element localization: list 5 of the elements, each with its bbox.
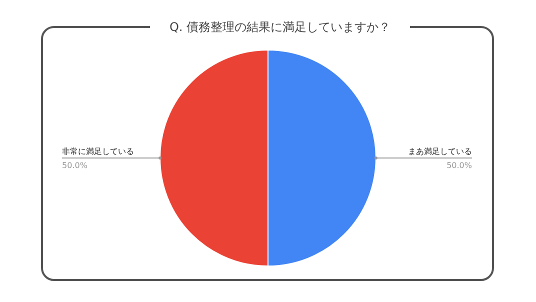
slice-label: まあ満足している — [408, 147, 472, 156]
data-label: 50.0% — [62, 161, 88, 170]
data-label: 50.0% — [446, 161, 472, 170]
chart-title: Q. 債務整理の結果に満足していますか？ — [169, 20, 391, 34]
slice-label: 非常に満足している — [62, 147, 134, 156]
